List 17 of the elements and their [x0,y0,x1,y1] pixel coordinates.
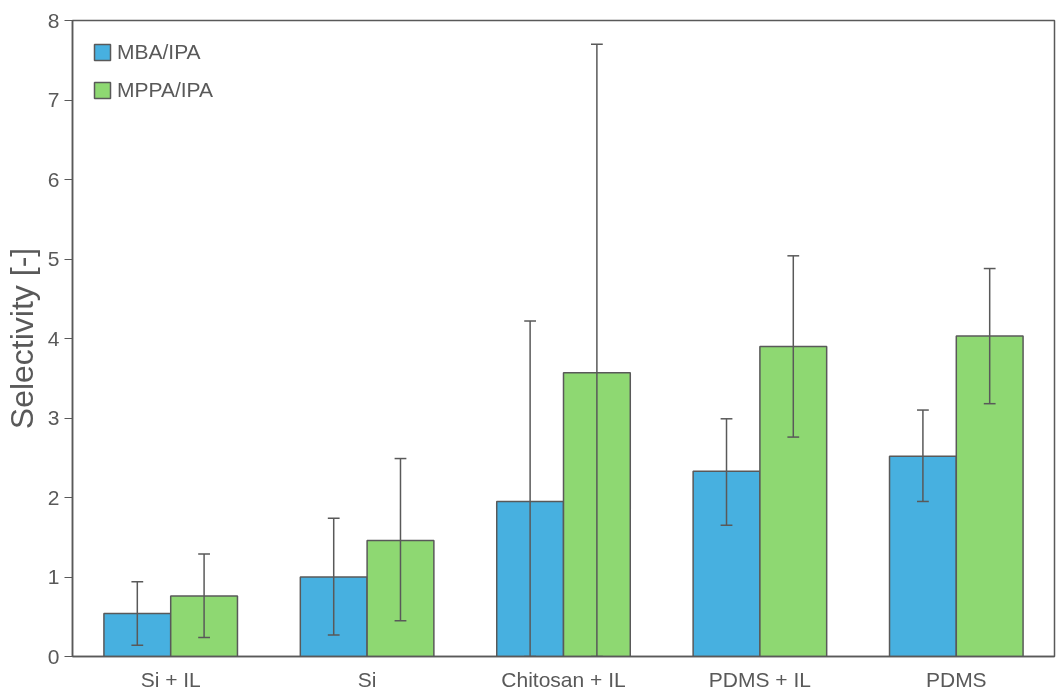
y-tick-label: 0 [47,644,60,668]
y-tick-label: 3 [47,406,60,429]
y-tick-label: 1 [47,565,60,588]
x-tick-label: Chitosan + IL [501,667,626,691]
legend-label: MPPA/IPA [117,78,214,102]
y-tick-label: 5 [47,247,60,270]
y-tick-label: 4 [47,326,60,350]
legend-label: MBA/IPA [117,40,201,64]
x-tick-label: PDMS + IL [708,667,811,691]
y-tick-label: 2 [47,485,60,509]
x-tick-label: Si + IL [140,667,201,691]
y-axis-title: Selectivity [-] [3,247,40,430]
x-tick-label: PDMS [925,667,987,691]
x-tick-label: Si [357,667,377,691]
y-tick-label: 6 [47,167,60,191]
y-tick-label: 8 [47,8,60,32]
y-tick-label: 7 [47,88,60,111]
